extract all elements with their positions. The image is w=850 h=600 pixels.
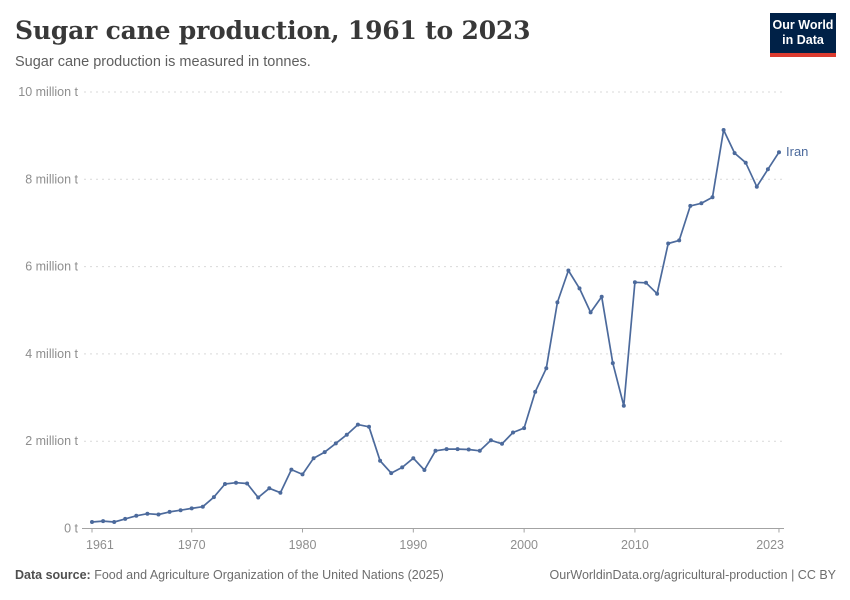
data-point-iran-2002 bbox=[544, 366, 549, 371]
data-point-iran-2020 bbox=[743, 160, 748, 165]
data-point-iran-1968 bbox=[167, 509, 172, 514]
data-source-label: Data source: bbox=[15, 568, 91, 582]
data-point-iran-1977 bbox=[267, 486, 272, 491]
chart-subtitle: Sugar cane production is measured in ton… bbox=[15, 54, 311, 70]
data-point-iran-1996 bbox=[477, 448, 482, 453]
data-point-iran-1974 bbox=[234, 480, 238, 485]
data-point-iran-1979 bbox=[289, 467, 294, 472]
data-point-iran-1973 bbox=[223, 482, 227, 486]
y-axis-label-0: 0 t bbox=[64, 522, 78, 536]
data-source-note: Data source: Food and Agriculture Organi… bbox=[15, 568, 444, 582]
data-point-iran-1997 bbox=[488, 438, 493, 443]
data-point-iran-1969 bbox=[178, 508, 183, 513]
data-point-iran-2010 bbox=[632, 280, 637, 285]
data-point-iran-2021 bbox=[754, 184, 759, 189]
chart-title: Sugar cane production, 1961 to 2023 bbox=[15, 16, 531, 45]
y-axis-label-4: 4 million t bbox=[25, 347, 78, 361]
data-point-iran-1988 bbox=[389, 471, 394, 476]
data-point-iran-1982 bbox=[322, 450, 327, 455]
data-point-iran-2019 bbox=[732, 151, 737, 156]
data-point-iran-1987 bbox=[378, 458, 383, 463]
data-point-iran-1998 bbox=[500, 441, 504, 446]
data-point-iran-1978 bbox=[278, 490, 283, 495]
data-point-iran-2018 bbox=[721, 128, 726, 132]
data-point-iran-2005 bbox=[577, 286, 582, 291]
x-axis-label-2023: 2023 bbox=[756, 538, 784, 552]
data-point-iran-1989 bbox=[400, 465, 405, 470]
data-point-iran-1994 bbox=[455, 447, 460, 452]
x-axis-label-1961: 1961 bbox=[86, 538, 114, 552]
data-point-iran-2006 bbox=[588, 310, 593, 315]
data-point-iran-1981 bbox=[311, 456, 316, 461]
data-point-iran-1995 bbox=[466, 447, 471, 452]
x-axis-label-1980: 1980 bbox=[289, 538, 317, 552]
data-point-iran-2007 bbox=[599, 294, 604, 299]
owid-logo-line2: in Data bbox=[782, 33, 824, 47]
data-point-iran-1984 bbox=[344, 432, 349, 437]
data-point-iran-1966 bbox=[145, 511, 150, 516]
data-point-iran-2004 bbox=[566, 268, 571, 273]
data-point-iran-1967 bbox=[156, 512, 161, 517]
data-point-iran-2022 bbox=[765, 167, 770, 172]
owid-logo[interactable]: Our World in Data bbox=[770, 13, 836, 57]
data-point-iran-2003 bbox=[555, 300, 560, 305]
data-point-iran-1972 bbox=[211, 495, 216, 500]
data-point-iran-2000 bbox=[522, 426, 527, 431]
data-point-iran-2023 bbox=[777, 150, 781, 155]
data-point-iran-2013 bbox=[666, 241, 671, 246]
data-point-iran-1992 bbox=[433, 448, 438, 453]
x-axis-label-2000: 2000 bbox=[510, 538, 538, 552]
chart-footer: Data source: Food and Agriculture Organi… bbox=[15, 568, 836, 582]
data-point-iran-1962 bbox=[101, 519, 106, 524]
owid-logo-line1: Our World bbox=[772, 18, 834, 32]
data-point-iran-2014 bbox=[677, 238, 682, 243]
data-point-iran-2011 bbox=[644, 280, 648, 285]
data-point-iran-1985 bbox=[355, 422, 360, 427]
data-point-iran-1991 bbox=[422, 468, 427, 472]
data-point-iran-1971 bbox=[200, 504, 205, 509]
data-point-iran-2001 bbox=[533, 389, 538, 394]
data-point-iran-2017 bbox=[710, 195, 715, 200]
data-point-iran-1999 bbox=[511, 430, 515, 435]
x-axis-label-1970: 1970 bbox=[178, 538, 206, 552]
data-point-iran-1993 bbox=[444, 447, 449, 452]
data-point-iran-1983 bbox=[333, 441, 338, 446]
data-point-iran-1961 bbox=[90, 520, 94, 524]
y-axis-label-6: 6 million t bbox=[25, 260, 78, 274]
entity-label-iran: Iran bbox=[786, 144, 808, 159]
data-point-iran-1980 bbox=[300, 472, 305, 477]
data-point-iran-1976 bbox=[256, 495, 261, 500]
y-axis-label-8: 8 million t bbox=[25, 172, 78, 186]
data-point-iran-1975 bbox=[245, 481, 250, 486]
series-line-iran bbox=[91, 129, 780, 523]
data-point-iran-1965 bbox=[134, 513, 139, 518]
data-point-iran-1986 bbox=[367, 424, 371, 429]
y-axis-label-10: 10 million t bbox=[18, 85, 78, 99]
citation-link[interactable]: OurWorldinData.org/agricultural-producti… bbox=[549, 568, 836, 582]
data-point-iran-2008 bbox=[610, 361, 615, 366]
data-point-iran-2015 bbox=[688, 203, 693, 208]
data-point-iran-2012 bbox=[655, 291, 660, 296]
data-source-value: Food and Agriculture Organization of the… bbox=[94, 568, 444, 582]
data-point-iran-1990 bbox=[411, 456, 416, 461]
data-point-iran-1963 bbox=[112, 520, 117, 524]
data-point-iran-1964 bbox=[123, 516, 128, 521]
data-point-iran-2016 bbox=[699, 201, 704, 206]
data-point-iran-1970 bbox=[189, 506, 194, 511]
data-point-iran-2009 bbox=[621, 403, 626, 408]
x-axis-label-2010: 2010 bbox=[621, 538, 649, 552]
x-axis-label-1990: 1990 bbox=[399, 538, 427, 552]
y-axis-label-2: 2 million t bbox=[25, 434, 78, 448]
